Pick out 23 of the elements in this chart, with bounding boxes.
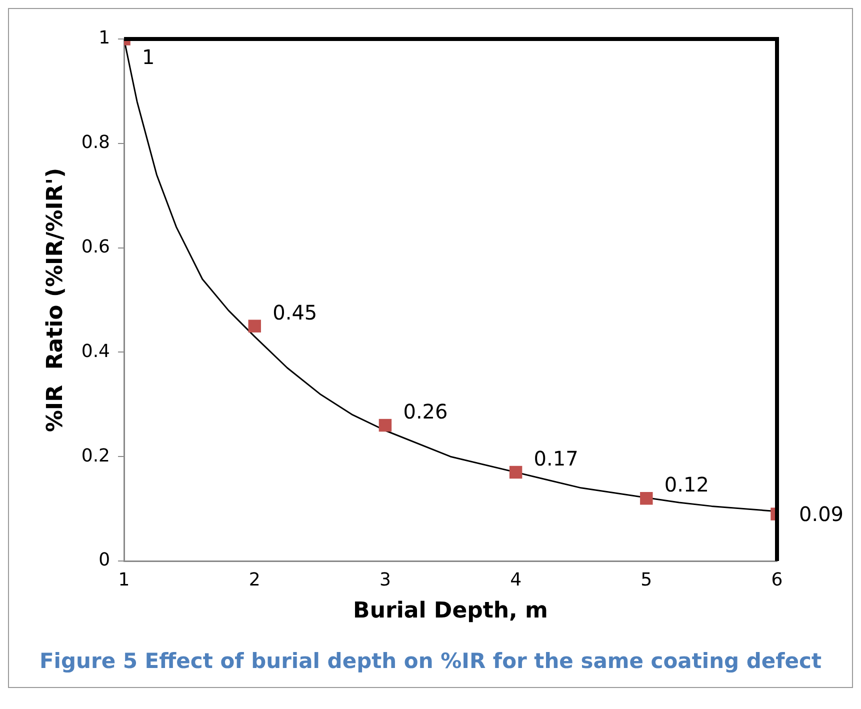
x-tick-label: 5 — [640, 569, 652, 590]
caption: Figure 5 Effect of burial depth on %IR for the same coating defect — [38, 648, 823, 675]
y-tick-label: 0 — [98, 550, 110, 571]
y-tick-label: 0.2 — [81, 445, 110, 466]
x-tick-label: 1 — [118, 569, 130, 590]
data-label: 0.09 — [799, 502, 844, 526]
data-label: 1 — [142, 45, 155, 70]
data-label: 0.17 — [534, 446, 578, 470]
point — [509, 466, 522, 479]
y-tick-label: 0.6 — [81, 236, 110, 258]
data-label: 0.45 — [272, 300, 318, 324]
x-tick-label: 3 — [379, 569, 391, 590]
data-label: 0.12 — [664, 472, 709, 497]
point — [378, 418, 392, 432]
x-axis-title: Burial Depth, m — [353, 598, 548, 624]
x-tick-label: 2 — [248, 569, 260, 590]
x-tick-label: 4 — [510, 569, 522, 590]
x-tick-label: 6 — [771, 569, 783, 590]
y-tick-label: 0.4 — [81, 340, 110, 362]
y-axis-title: %IR Ratio (%IR/%IR') — [42, 168, 68, 432]
y-tick-label: 1 — [98, 28, 110, 49]
y-tick-label: 0.8 — [81, 132, 110, 154]
data-label: 0.26 — [403, 399, 448, 424]
